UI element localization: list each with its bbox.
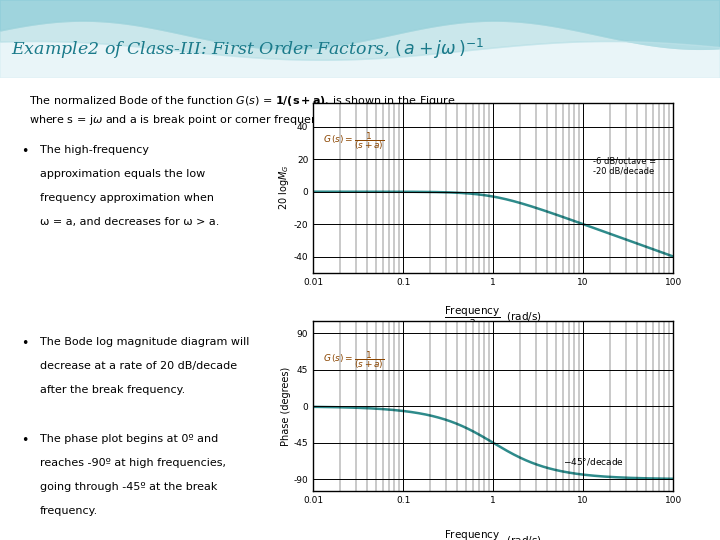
Text: $\dfrac{\mathregular{Frequency}}{a}$  (rad/s): $\dfrac{\mathregular{Frequency}}{a}$ (ra… — [444, 529, 542, 540]
Text: frequency.: frequency. — [40, 506, 98, 516]
Text: after the break frequency.: after the break frequency. — [40, 385, 185, 395]
Text: -6 dB/octave =
-20 dB/decade: -6 dB/octave = -20 dB/decade — [593, 156, 657, 176]
Text: $-45°$/decade: $-45°$/decade — [563, 456, 624, 467]
Text: The normalized Bode of the function $G(s)$ = $\mathbf{1/(s+a)}$, is shown in the: The normalized Bode of the function $G(s… — [29, 94, 459, 109]
Text: $G\,(s)=\dfrac{1}{(s+a)}$: $G\,(s)=\dfrac{1}{(s+a)}$ — [323, 130, 385, 152]
Text: The phase plot begins at 0º and: The phase plot begins at 0º and — [40, 434, 218, 444]
Y-axis label: 20 log$M_G$: 20 log$M_G$ — [277, 165, 291, 211]
Text: The high-frequency: The high-frequency — [40, 145, 148, 155]
Text: ω = a, and decreases for ω > a.: ω = a, and decreases for ω > a. — [40, 217, 219, 227]
Y-axis label: Phase (degrees): Phase (degrees) — [281, 367, 291, 446]
Text: where s = j$\omega$ and a is break point or corner frequency.: where s = j$\omega$ and a is break point… — [29, 113, 334, 127]
Text: Example2 of Class-III: First Order Factors, $(\,a + j\omega\,)^{-1}$: Example2 of Class-III: First Order Facto… — [11, 37, 484, 60]
Text: •: • — [22, 434, 29, 447]
Text: decrease at a rate of 20 dB/decade: decrease at a rate of 20 dB/decade — [40, 361, 237, 371]
Text: $\dfrac{\mathregular{Frequency}}{a}$  (rad/s): $\dfrac{\mathregular{Frequency}}{a}$ (ra… — [444, 305, 542, 328]
Text: going through -45º at the break: going through -45º at the break — [40, 482, 217, 492]
Text: $G\,(s)=\dfrac{1}{(s+a)}$: $G\,(s)=\dfrac{1}{(s+a)}$ — [323, 350, 385, 372]
Text: The Bode log magnitude diagram will: The Bode log magnitude diagram will — [40, 337, 249, 347]
Text: approximation equals the low: approximation equals the low — [40, 169, 205, 179]
Text: frequency approximation when: frequency approximation when — [40, 193, 214, 203]
Text: •: • — [22, 145, 29, 158]
Text: •: • — [22, 337, 29, 350]
Text: reaches -90º at high frequencies,: reaches -90º at high frequencies, — [40, 458, 225, 468]
